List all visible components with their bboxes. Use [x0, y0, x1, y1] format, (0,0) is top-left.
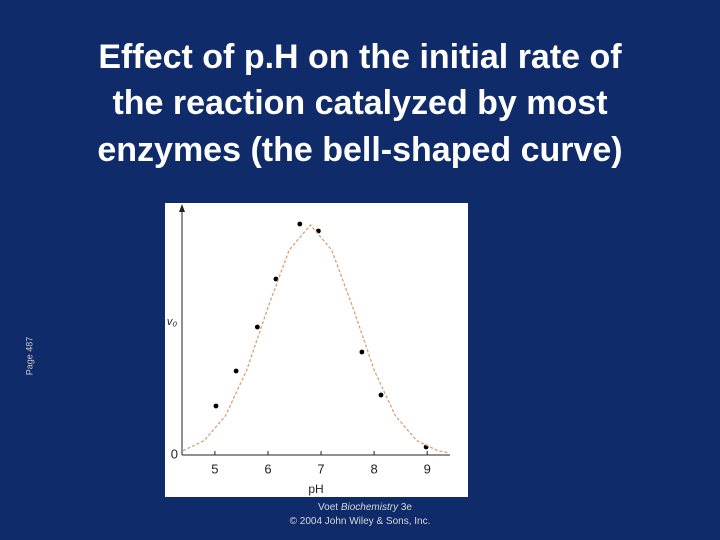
data-point	[297, 221, 303, 227]
data-point	[213, 403, 219, 409]
y-tick-label: 0	[171, 446, 178, 461]
data-point	[233, 368, 239, 374]
x-tick-label: 9	[424, 461, 431, 476]
credit-line: © 2004 John Wiley & Sons, Inc.	[290, 516, 431, 527]
title-line: Effect of p.H on the initial rate of	[98, 38, 622, 76]
title-line: the reaction catalyzed by most	[112, 84, 607, 122]
x-tick-label: 5	[211, 461, 218, 476]
y-axis-arrow	[179, 204, 185, 212]
data-point	[254, 324, 260, 330]
y-axis-label: v₀	[167, 316, 178, 328]
chart-panel	[165, 203, 468, 497]
title-line: enzymes (the bell-shaped curve)	[97, 131, 622, 169]
credit-text: Biochemistry	[341, 502, 399, 513]
data-point	[273, 276, 279, 282]
x-tick-label: 8	[370, 461, 377, 476]
data-point	[359, 349, 365, 355]
x-axis-label: pH	[308, 482, 323, 496]
credit-text: 3e	[398, 502, 412, 513]
credit-text: Voet	[318, 502, 341, 513]
data-point	[378, 392, 384, 398]
x-tick-label: 7	[317, 461, 324, 476]
credit-line: Voet Biochemistry 3e	[318, 502, 412, 513]
x-tick-label: 6	[264, 461, 271, 476]
page-label: Page 487	[24, 337, 34, 376]
